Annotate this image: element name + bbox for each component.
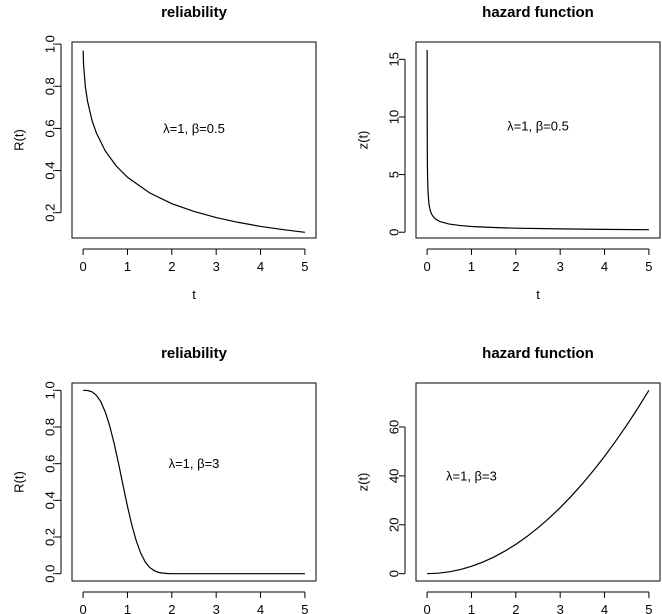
plot-frame — [415, 41, 661, 239]
chart-title: hazard function — [482, 4, 594, 21]
y-axis-label: z(t) — [356, 473, 371, 492]
y-tick-label: 5 — [387, 171, 402, 178]
x-tick-label: 5 — [645, 259, 652, 274]
x-tick-label: 2 — [168, 259, 175, 274]
x-axis-label: t — [536, 287, 540, 302]
x-tick-label: 1 — [124, 259, 131, 274]
chart-panel-3: reliability 0 1 2 3 4 5 0.0 0.2 0.4 0.6 0.8 1.0 R(t) λ… — [12, 345, 317, 614]
x-tick-label: 0 — [423, 602, 430, 614]
x-tick-label: 2 — [512, 259, 519, 274]
x-tick-label: 0 — [423, 259, 430, 274]
x-tick-label: 5 — [301, 259, 308, 274]
x-tick-label: 0 — [79, 259, 86, 274]
x-axis-label: t — [192, 287, 196, 302]
chart-title: reliability — [161, 4, 228, 21]
x-tick-label: 3 — [557, 259, 564, 274]
x-tick-label: 3 — [213, 602, 220, 614]
y-tick-label: 40 — [387, 469, 402, 483]
parameter-annotation: λ=1, β=0.5 — [507, 119, 569, 134]
y-tick-label: 0.8 — [43, 77, 58, 95]
chart-panel-4: hazard function 0 1 2 3 4 5 0 20 40 60 z(t) λ=1, β=3 — [356, 345, 661, 614]
y-tick-label: 0.6 — [43, 119, 58, 137]
y-tick-label: 0 — [387, 570, 402, 577]
y-tick-label: 0.2 — [43, 528, 58, 546]
x-tick-label: 1 — [468, 602, 475, 614]
parameter-annotation: λ=1, β=3 — [446, 468, 497, 483]
y-tick-label: 10 — [387, 110, 402, 124]
plot-frame — [71, 41, 317, 239]
x-tick-label: 0 — [79, 602, 86, 614]
parameter-annotation: λ=1, β=0.5 — [163, 121, 225, 136]
y-tick-label: 20 — [387, 518, 402, 532]
x-tick-label: 4 — [601, 259, 608, 274]
y-axis-label: z(t) — [356, 131, 371, 150]
chart-title: hazard function — [482, 345, 594, 362]
x-tick-label: 2 — [512, 602, 519, 614]
y-tick-label: 1.0 — [43, 35, 58, 53]
y-tick-label: 1.0 — [43, 381, 58, 399]
series-line — [427, 390, 650, 575]
y-tick-label: 0 — [387, 229, 402, 236]
y-tick-label: 0.4 — [43, 162, 58, 180]
y-tick-label: 0.6 — [43, 455, 58, 473]
y-tick-label: 15 — [387, 52, 402, 66]
chart-panel-2: hazard function 0 1 2 3 4 5 t 0 5 10 15 z(t) λ=1, β=0… — [356, 4, 661, 302]
chart-title: reliability — [161, 345, 228, 362]
y-tick-label: 60 — [387, 420, 402, 434]
plot-frame — [71, 382, 317, 582]
x-tick-label: 4 — [257, 602, 264, 614]
plot-frame — [415, 382, 661, 582]
series-line — [82, 50, 305, 233]
x-tick-label: 1 — [124, 602, 131, 614]
y-tick-label: 0.2 — [43, 204, 58, 222]
x-tick-label: 4 — [601, 602, 608, 614]
x-tick-label: 5 — [301, 602, 308, 614]
y-tick-label: 0.4 — [43, 491, 58, 509]
chart-panel-1: reliability 0 1 2 3 4 5 t 0.2 0.4 0.6 0.8 1.0 R(t) λ=1… — [12, 4, 317, 302]
series-line — [426, 49, 649, 231]
x-tick-label: 4 — [257, 259, 264, 274]
x-tick-label: 5 — [645, 602, 652, 614]
y-tick-label: 0.0 — [43, 565, 58, 583]
x-tick-label: 3 — [557, 602, 564, 614]
y-axis-label: R(t) — [12, 129, 27, 151]
x-tick-label: 3 — [213, 259, 220, 274]
series-line — [83, 389, 305, 575]
x-tick-label: 2 — [168, 602, 175, 614]
parameter-annotation: λ=1, β=3 — [169, 456, 220, 471]
y-tick-label: 0.8 — [43, 418, 58, 436]
y-axis-label: R(t) — [12, 471, 27, 493]
x-tick-label: 1 — [468, 259, 475, 274]
